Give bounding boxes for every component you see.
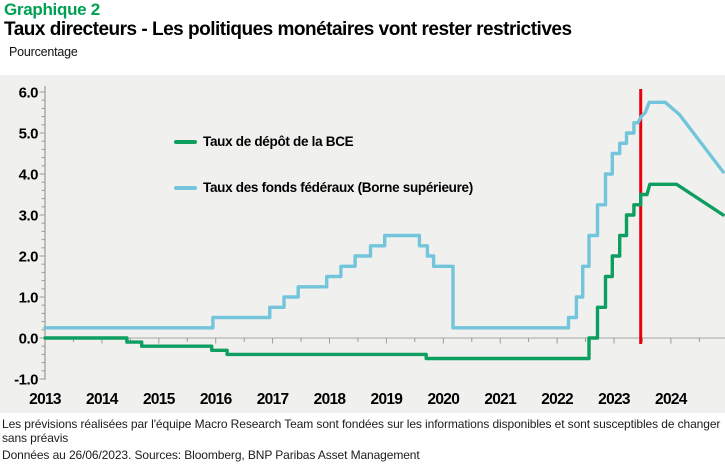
source-text: Données au 26/06/2023. Sources: Bloomber… — [2, 447, 420, 462]
series-line-1 — [43, 100, 725, 330]
disclaimer-text: Les prévisions réalisées par l'équipe Ma… — [2, 417, 721, 446]
y-tick-label: -1.0 — [14, 372, 38, 389]
y-tick-label: 3.0 — [19, 208, 39, 225]
y-tick-label: 6.0 — [19, 85, 39, 102]
x-tick-label: 2014 — [86, 391, 119, 408]
x-tick-label: 2020 — [427, 391, 459, 408]
x-tick-label: 2022 — [541, 391, 573, 408]
y-tick-label: 5.0 — [19, 126, 39, 143]
legend-line-sample-fed — [174, 185, 197, 190]
legend-label-fed: Taux des fonds fédéraux (Borne supérieur… — [203, 180, 473, 195]
y-tick-label: 4.0 — [19, 167, 39, 184]
y-tick-label: 0.0 — [19, 331, 39, 348]
x-tick-label: 2016 — [200, 391, 233, 408]
series-line-0 — [43, 182, 725, 361]
x-tick-label: 2018 — [314, 391, 347, 408]
legend-line-sample-bce — [174, 139, 197, 144]
y-axis-unit-label: Pourcentage — [9, 45, 78, 59]
chart-number-label: Graphique 2 — [4, 0, 100, 19]
x-tick-label: 2019 — [371, 391, 404, 408]
legend-item-fed: Taux des fonds fédéraux (Borne supérieur… — [174, 180, 473, 195]
x-tick-label: 2021 — [484, 391, 517, 408]
x-tick-label: 2015 — [143, 391, 176, 408]
legend-label-bce: Taux de dépôt de la BCE — [203, 134, 354, 149]
x-tick-label: 2013 — [29, 391, 62, 408]
footer: Les prévisions réalisées par l'équipe Ma… — [2, 417, 722, 464]
x-tick-label: 2017 — [257, 391, 289, 408]
y-tick-label: 2.0 — [19, 249, 39, 266]
x-tick-label: 2023 — [598, 391, 631, 408]
legend-item-bce: Taux de dépôt de la BCE — [174, 134, 354, 149]
x-tick-label: 2024 — [655, 391, 688, 408]
plot-background — [0, 75, 725, 413]
chart-title: Taux directeurs - Les politiques monétai… — [4, 19, 572, 40]
y-tick-label: 1.0 — [19, 290, 39, 307]
